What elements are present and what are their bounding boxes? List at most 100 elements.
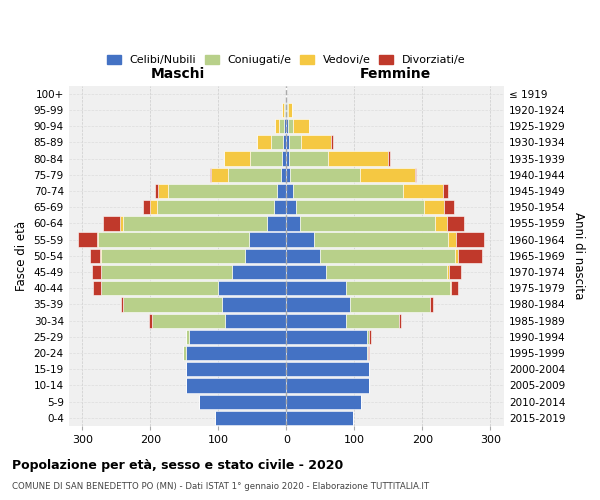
Text: Femmine: Femmine xyxy=(359,67,431,81)
Bar xyxy=(289,152,328,166)
Bar xyxy=(443,184,448,198)
Bar xyxy=(92,265,101,279)
Y-axis label: Fasce di età: Fasce di età xyxy=(15,220,28,291)
Bar xyxy=(103,216,121,230)
Bar xyxy=(121,298,123,312)
Bar xyxy=(185,362,286,376)
Bar xyxy=(286,314,346,328)
Bar xyxy=(346,314,399,328)
Bar xyxy=(430,298,433,312)
Bar xyxy=(158,184,168,198)
Bar xyxy=(369,330,371,344)
Bar xyxy=(232,265,286,279)
Bar xyxy=(286,232,314,246)
Bar xyxy=(157,200,274,214)
Bar xyxy=(444,200,454,214)
Bar xyxy=(296,200,424,214)
Bar xyxy=(286,119,287,134)
Bar xyxy=(286,184,293,198)
Bar xyxy=(286,394,361,409)
Bar xyxy=(447,265,449,279)
Bar xyxy=(185,346,286,360)
Bar xyxy=(290,168,361,182)
Bar xyxy=(286,330,367,344)
Bar xyxy=(228,168,281,182)
Bar xyxy=(283,135,286,150)
Bar xyxy=(275,119,279,134)
Bar xyxy=(301,135,331,150)
Bar xyxy=(286,200,296,214)
Bar xyxy=(331,135,332,150)
Bar xyxy=(367,330,369,344)
Bar xyxy=(286,298,350,312)
Text: Popolazione per età, sesso e stato civile - 2020: Popolazione per età, sesso e stato civil… xyxy=(12,460,343,472)
Bar xyxy=(293,184,403,198)
Bar xyxy=(286,378,369,392)
Bar xyxy=(199,394,286,409)
Bar xyxy=(123,216,267,230)
Bar xyxy=(284,103,285,117)
Bar xyxy=(403,184,443,198)
Bar xyxy=(424,200,444,214)
Bar xyxy=(289,135,301,150)
Bar xyxy=(388,152,389,166)
Bar xyxy=(277,184,286,198)
Bar xyxy=(286,103,287,117)
Bar xyxy=(189,330,286,344)
Bar xyxy=(286,346,367,360)
Bar xyxy=(249,232,286,246)
Bar xyxy=(286,168,290,182)
Bar xyxy=(326,265,447,279)
Bar xyxy=(101,281,218,295)
Bar xyxy=(245,248,286,263)
Bar xyxy=(286,248,320,263)
Bar xyxy=(284,119,286,134)
Bar xyxy=(449,281,451,295)
Bar xyxy=(215,410,286,425)
Bar xyxy=(361,168,415,182)
Bar xyxy=(185,378,286,392)
Bar xyxy=(285,103,286,117)
Bar xyxy=(320,248,455,263)
Bar xyxy=(271,135,283,150)
Bar xyxy=(300,216,434,230)
Bar xyxy=(293,119,310,134)
Bar xyxy=(221,298,286,312)
Bar xyxy=(448,232,457,246)
Bar xyxy=(286,265,326,279)
Bar xyxy=(123,298,221,312)
Bar xyxy=(101,248,245,263)
Bar xyxy=(328,152,388,166)
Bar xyxy=(267,216,286,230)
Bar xyxy=(282,152,286,166)
Bar xyxy=(286,410,353,425)
Bar xyxy=(101,265,232,279)
Bar xyxy=(289,103,292,117)
Bar xyxy=(210,168,211,182)
Bar xyxy=(368,346,369,360)
Bar xyxy=(346,281,449,295)
Y-axis label: Anni di nascita: Anni di nascita xyxy=(572,212,585,300)
Bar xyxy=(97,232,98,246)
Bar xyxy=(93,281,101,295)
Bar xyxy=(286,135,289,150)
Bar xyxy=(415,168,416,182)
Bar xyxy=(451,281,458,295)
Bar xyxy=(149,314,152,328)
Bar xyxy=(90,248,100,263)
Bar xyxy=(457,232,484,246)
Legend: Celibi/Nubili, Coniugati/e, Vedovi/e, Divorziati/e: Celibi/Nubili, Coniugati/e, Vedovi/e, Di… xyxy=(103,50,470,70)
Bar xyxy=(434,216,447,230)
Bar xyxy=(286,281,346,295)
Text: Maschi: Maschi xyxy=(151,67,205,81)
Bar xyxy=(121,216,123,230)
Bar xyxy=(100,248,101,263)
Bar xyxy=(449,265,461,279)
Bar xyxy=(286,152,289,166)
Bar xyxy=(282,103,284,117)
Bar xyxy=(455,248,458,263)
Bar xyxy=(447,216,464,230)
Bar xyxy=(314,232,448,246)
Bar xyxy=(279,119,284,134)
Bar xyxy=(286,216,300,230)
